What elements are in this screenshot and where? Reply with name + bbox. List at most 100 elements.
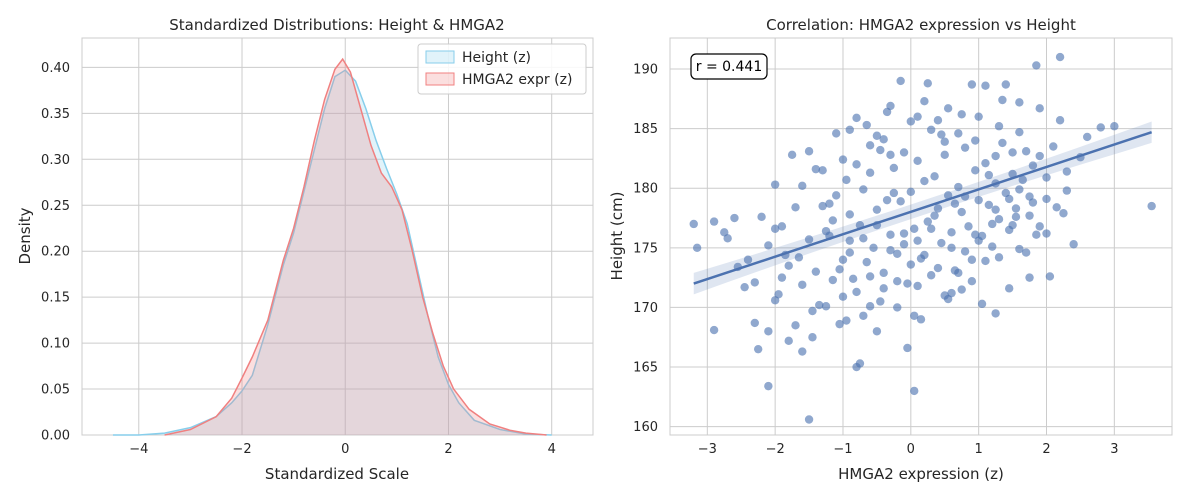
scatter-point	[910, 386, 919, 396]
scatter-point	[1025, 192, 1034, 201]
scatter-point	[879, 135, 888, 144]
kde-y-tick-label: 0.25	[41, 199, 70, 214]
scatter-point	[811, 267, 821, 276]
scatter-point	[899, 148, 909, 157]
scatter-point	[764, 241, 773, 250]
scatter-point	[930, 172, 939, 181]
scatter-point	[933, 204, 943, 213]
scatter-point	[971, 136, 980, 145]
scatter-y-tick-label: 180	[633, 182, 658, 197]
scatter-point	[998, 95, 1007, 105]
kde-chart-title: Standardized Distributions: Height & HMG…	[169, 16, 504, 34]
scatter-point	[903, 279, 912, 288]
scatter-point	[886, 246, 895, 255]
scatter-point	[967, 277, 977, 286]
scatter-point	[981, 256, 990, 266]
scatter-point	[1008, 169, 1017, 179]
scatter-point	[879, 284, 888, 293]
scatter-point	[808, 306, 817, 316]
scatter-point	[750, 318, 759, 328]
scatter-point	[882, 195, 892, 205]
kde-plot-area	[81, 37, 594, 436]
scatter-point	[845, 125, 854, 134]
scatter-point	[916, 315, 926, 324]
scatter-point	[876, 297, 885, 306]
scatter-point	[1018, 175, 1027, 185]
kde-area-1	[164, 59, 547, 435]
scatter-point	[1055, 116, 1065, 125]
scatter-point	[954, 182, 963, 192]
kde-area-0	[112, 70, 552, 435]
scatter-points	[689, 52, 1156, 424]
scatter-y-axis-label: Height (cm)	[608, 192, 626, 281]
scatter-point	[848, 274, 858, 284]
scatter-chart-panel: −3 −2 −1 0 1 2 3 160 165 170 175 180 185 190 Correla…	[608, 16, 1173, 483]
scatter-point	[835, 265, 844, 274]
scatter-point	[818, 201, 827, 211]
scatter-point	[825, 199, 834, 208]
scatter-point	[933, 116, 943, 125]
scatter-point	[798, 347, 807, 356]
scatter-point	[777, 222, 787, 231]
scatter-point	[770, 224, 780, 233]
scatter-point	[960, 143, 970, 152]
scatter-x-tick-labels: −3 −2 −1 0 1 2 3	[698, 442, 1119, 457]
scatter-point	[689, 219, 698, 229]
scatter-point	[960, 247, 970, 256]
kde-chart-panel: −4 −2 0 2 4 0.00 0.05 0.10 0.15 0.20 0.25 0.30 0.35…	[16, 16, 594, 483]
scatter-point	[709, 325, 719, 335]
scatter-point	[791, 203, 800, 212]
scatter-point	[787, 150, 797, 160]
scatter-x-tick-label: 2	[1042, 442, 1050, 457]
scatter-point	[981, 81, 990, 90]
scatter-point	[1015, 127, 1024, 137]
scatter-point	[845, 210, 854, 219]
scatter-point	[957, 110, 966, 119]
kde-x-tick-label: 0	[341, 442, 349, 457]
scatter-point	[1008, 220, 1017, 230]
scatter-point	[845, 248, 854, 257]
scatter-point	[913, 281, 922, 291]
scatter-point	[832, 129, 841, 138]
scatter-point	[971, 166, 980, 175]
scatter-point	[1147, 201, 1156, 211]
scatter-point	[920, 250, 929, 260]
scatter-point	[893, 277, 902, 286]
scatter-point	[1035, 104, 1044, 113]
scatter-point	[893, 249, 902, 258]
scatter-point	[940, 137, 949, 146]
scatter-point	[957, 285, 966, 294]
kde-y-tick-label: 0.00	[41, 429, 70, 444]
scatter-point	[967, 80, 977, 89]
scatter-point	[910, 224, 919, 233]
scatter-point	[988, 219, 997, 229]
scatter-point	[859, 185, 868, 194]
kde-y-tick-labels: 0.00 0.05 0.10 0.15 0.20 0.25 0.30 0.35 0.40	[41, 61, 70, 444]
scatter-y-tick-labels: 160 165 170 175 180 185 190	[633, 62, 658, 435]
scatter-point	[930, 211, 939, 220]
scatter-point	[926, 271, 936, 280]
scatter-point	[994, 253, 1004, 262]
scatter-point	[709, 217, 719, 226]
scatter-point	[794, 253, 804, 262]
scatter-point	[947, 243, 956, 253]
annotation-text: r = 0.441	[696, 59, 762, 75]
scatter-point	[862, 257, 871, 267]
scatter-point	[750, 278, 759, 287]
scatter-point	[1001, 80, 1010, 89]
scatter-y-tick-label: 165	[633, 361, 658, 376]
scatter-point	[862, 120, 871, 130]
scatter-point	[692, 243, 702, 253]
scatter-point	[838, 255, 848, 264]
scatter-point	[1021, 248, 1031, 257]
kde-y-axis-label: Density	[16, 207, 34, 264]
scatter-point	[981, 158, 990, 168]
scatter-point	[920, 176, 929, 186]
scatter-point	[808, 333, 817, 342]
scatter-point	[923, 217, 932, 226]
kde-y-tick-label: 0.20	[41, 245, 70, 260]
kde-y-tick-label: 0.35	[41, 107, 70, 122]
scatter-point	[1045, 272, 1055, 281]
scatter-point	[872, 131, 882, 140]
scatter-point	[954, 268, 963, 278]
